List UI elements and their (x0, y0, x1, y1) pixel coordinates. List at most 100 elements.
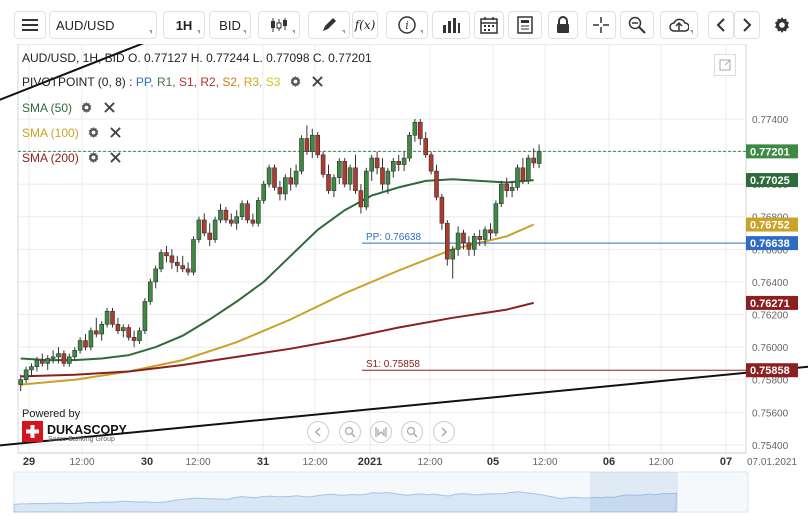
sma100-label: SMA (100) (22, 126, 79, 140)
candle-body (158, 252, 164, 270)
nav-zoom-out-button[interactable] (339, 421, 361, 443)
gear-icon[interactable] (290, 76, 301, 87)
indicators-button[interactable]: f(x) (352, 11, 378, 39)
chevron-left-icon (716, 18, 725, 32)
sma50-label: SMA (50) (22, 101, 73, 115)
candle-body (434, 170, 439, 198)
timeframe-select[interactable]: 1H (163, 11, 205, 39)
candle-body (83, 340, 88, 348)
candle-body (498, 183, 504, 204)
time-axis: 29 12:00 30 12:00 31 12:00 2021 12:00 05 12:00 06 1… (18, 452, 797, 468)
candle-body (272, 167, 277, 188)
candle-body (196, 219, 202, 240)
lock-button[interactable] (548, 11, 578, 39)
scroll-left-button[interactable] (708, 11, 734, 39)
close-icon[interactable] (110, 127, 122, 138)
nav-back-button[interactable] (307, 421, 329, 443)
y-tick-label: 0.76200 (752, 310, 789, 321)
candle-body (515, 167, 520, 188)
candle-body (77, 340, 83, 351)
timeframe-label: 1H (175, 17, 193, 33)
volume-overview (13, 471, 749, 513)
price-label-text: 0.77201 (750, 146, 790, 158)
x-tick-label: 12:00 (302, 457, 327, 468)
candle-body (482, 229, 488, 240)
pivot-level-s1: S1, (178, 75, 201, 89)
close-icon[interactable] (312, 76, 323, 87)
gear-icon[interactable] (81, 102, 92, 113)
side-select[interactable]: BID (209, 11, 251, 39)
ohlc-readout: AUD/USD, 1H, BID O. 0.77127 H. 0.77244 L… (22, 51, 372, 65)
chart-grid (17, 43, 747, 454)
candle-body (50, 356, 56, 359)
candle-body (417, 121, 423, 139)
candle-body (342, 161, 348, 185)
news-button[interactable] (508, 11, 542, 39)
candle-body (396, 161, 402, 165)
chart-type-button[interactable] (258, 11, 300, 39)
candle-body (137, 330, 142, 341)
symbol-select[interactable]: AUD/USD (49, 11, 157, 39)
candle-body (67, 356, 72, 364)
brand-subtitle: Swiss Banking Group (48, 436, 115, 443)
candle-body (407, 134, 412, 159)
x-tick-label: 2021 (358, 456, 382, 468)
candle-body (104, 310, 110, 325)
chevron-left-icon (314, 427, 321, 437)
gear-icon (775, 17, 789, 33)
expand-button[interactable] (714, 54, 736, 76)
candle-body (229, 219, 234, 224)
candle-body (293, 170, 299, 185)
candle-body (380, 167, 385, 185)
trendline (0, 365, 808, 447)
zoom-button[interactable] (620, 11, 654, 39)
candle-body (39, 359, 45, 364)
settings-button[interactable] (768, 11, 796, 39)
volume-button[interactable] (432, 11, 470, 39)
candle-body (466, 242, 472, 250)
magnifier-icon (406, 426, 418, 438)
candle-body (363, 170, 369, 208)
close-icon[interactable] (110, 152, 122, 163)
y-tick-label: 0.77400 (752, 115, 789, 126)
candle-body (223, 209, 229, 221)
price-label-box (746, 217, 798, 232)
crosshair-button[interactable] (586, 11, 616, 39)
price-label-text: 0.76752 (750, 220, 790, 232)
candle-body (369, 157, 375, 172)
menu-button[interactable] (14, 11, 46, 39)
candle-body (175, 262, 180, 266)
powered-by-label: Powered by (22, 408, 81, 420)
candle-body (94, 330, 99, 335)
nav-forward-button[interactable] (433, 421, 455, 443)
candle-body (250, 219, 256, 224)
price-label-text: 0.76638 (750, 238, 790, 250)
price-label-text: 0.76271 (750, 298, 790, 310)
draw-tool-button[interactable] (308, 11, 350, 39)
nav-fit-button[interactable] (370, 421, 392, 443)
gear-icon[interactable] (88, 127, 99, 138)
fit-icon (375, 427, 387, 437)
info-button[interactable]: i (386, 11, 428, 39)
cloud-upload-button[interactable] (660, 11, 698, 39)
scroll-right-button[interactable] (734, 11, 760, 39)
side-label: BID (219, 17, 241, 33)
candle-body (347, 167, 353, 185)
candle-body (461, 232, 466, 244)
candle-body (239, 203, 245, 218)
nav-zoom-in-button[interactable] (401, 421, 423, 443)
candle-body (309, 134, 315, 152)
toolbar: AUD/USD 1H BID f(x) i (0, 0, 808, 44)
candle-body (358, 190, 364, 208)
gear-icon[interactable] (88, 152, 99, 163)
candle-body (115, 323, 121, 332)
price-label-box (746, 363, 798, 378)
candle-body (488, 229, 493, 234)
svg-text:i: i (405, 19, 409, 32)
candle-body (18, 379, 24, 385)
close-icon[interactable] (103, 102, 115, 113)
pivot-title: PIVOTPOINT (0, 8) (22, 75, 126, 89)
candle-body (304, 138, 310, 152)
calendar-button[interactable] (474, 11, 504, 39)
